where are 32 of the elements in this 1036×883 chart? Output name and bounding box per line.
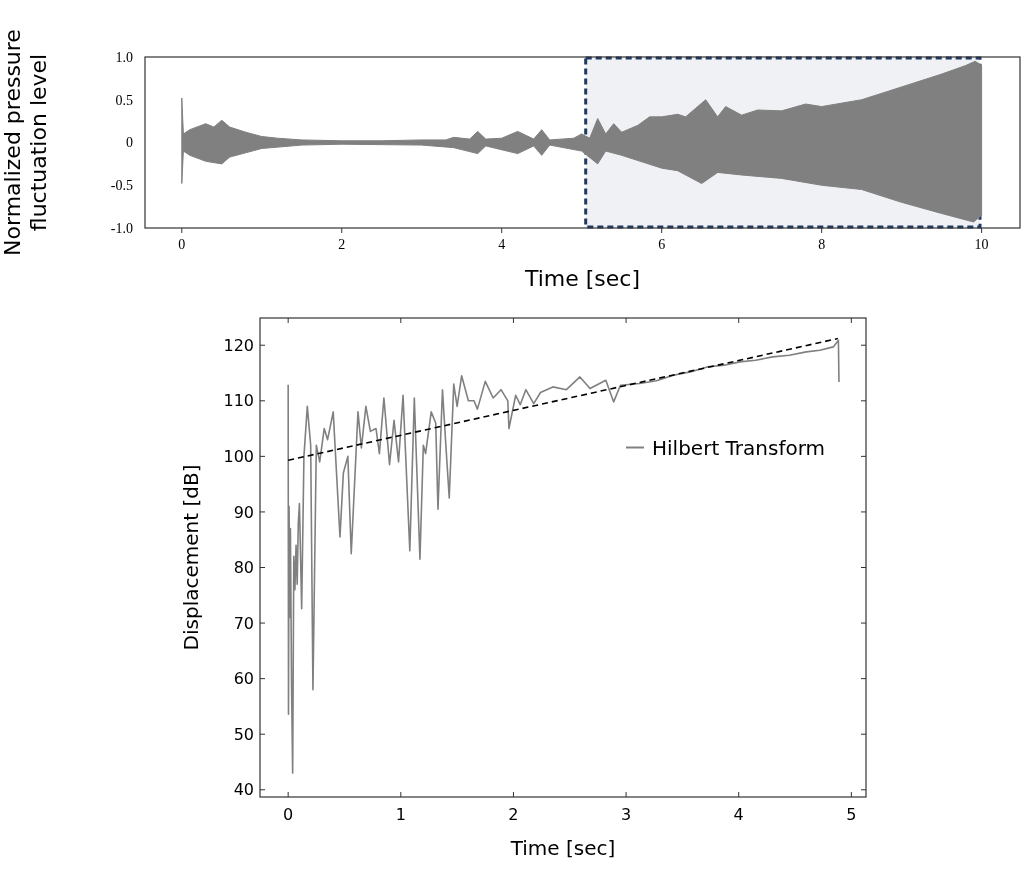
line-series [287, 339, 840, 774]
x-tick-label: 6 [658, 237, 666, 253]
y-tick-label: -0.5 [110, 178, 133, 194]
x-tick-label: 4 [498, 237, 506, 253]
x-tick-label: 5 [846, 804, 857, 824]
x-tick-label: 3 [620, 804, 632, 824]
y-tick-label: 90 [233, 502, 254, 522]
y-tick-label: 60 [233, 669, 254, 689]
y-tick-label: 1.0 [115, 49, 133, 65]
y-tick-label: 100 [223, 446, 254, 466]
x-tick-label: 4 [733, 804, 744, 824]
x-tick-label: 10 [974, 237, 989, 253]
y-tick-label: 40 [233, 780, 254, 800]
y-tick-label: 70 [233, 613, 254, 633]
y-tick-label: -1.0 [110, 220, 133, 236]
y-tick-label: 80 [233, 558, 254, 578]
x-axis-title: Time [sec] [509, 836, 616, 860]
x-tick-label: 0 [178, 237, 186, 253]
y-tick-label: 0 [126, 135, 133, 151]
x-axis-title: Time [sec] [523, 266, 641, 291]
x-tick-label: 1 [395, 804, 406, 824]
y-tick-label: 50 [233, 724, 254, 744]
y-tick-label: 110 [223, 391, 254, 411]
x-tick-label: 8 [818, 237, 826, 253]
y-tick-label: 0.5 [115, 92, 133, 108]
y-axis-title: Normalized pressure fluctuation level [0, 29, 52, 256]
y-axis-title: Displacement [dB] [179, 464, 203, 651]
y-tick-label: 120 [223, 335, 254, 355]
x-tick-label: 2 [338, 237, 346, 253]
x-tick-label: 2 [508, 804, 519, 824]
legend-label: Hilbert Transform [652, 435, 826, 460]
x-tick-label: 0 [283, 804, 294, 824]
